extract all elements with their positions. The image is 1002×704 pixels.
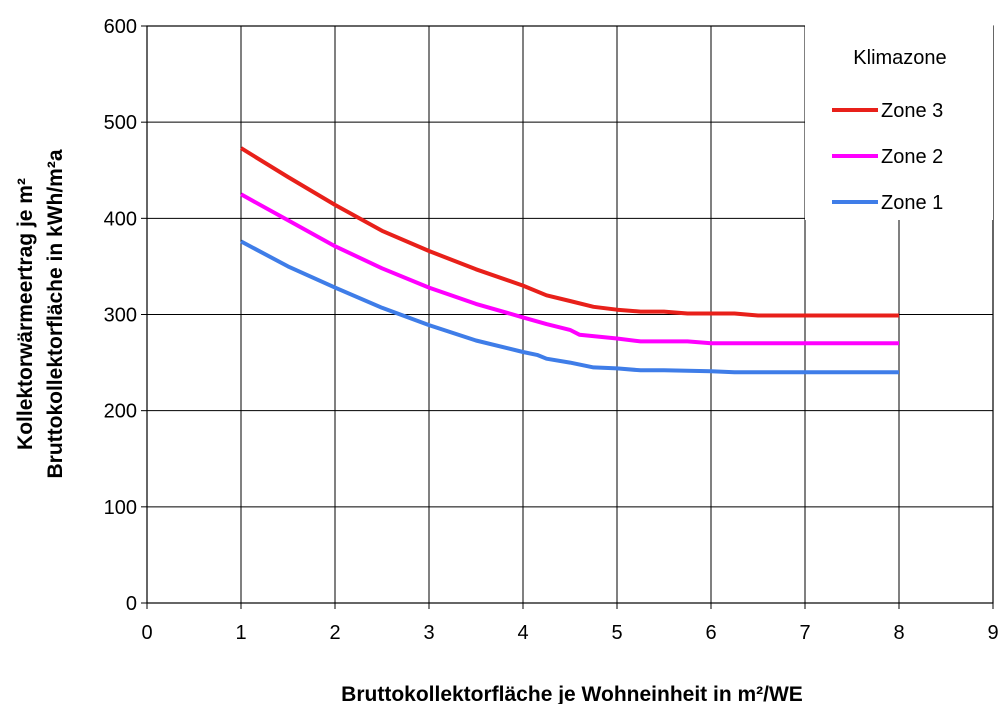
x-tick-label: 1 <box>235 622 246 644</box>
y-tick-label: 500 <box>104 112 137 134</box>
legend-title: Klimazone <box>853 47 946 69</box>
y-tick-label: 600 <box>104 16 137 38</box>
x-tick-label: 6 <box>705 622 716 644</box>
axis-ticks: 0 1 2 3 4 5 6 7 8 9 0 100 200 300 400 500 600 <box>104 16 999 644</box>
y-tick-label: 200 <box>104 401 137 423</box>
series-line-zone-3 <box>239 146 899 318</box>
series-line-zone-1 <box>240 239 899 375</box>
legend-items: Zone 3 Zone 2 Zone 1 <box>832 100 943 214</box>
x-tick-label: 5 <box>611 622 622 644</box>
legend-box <box>805 25 993 220</box>
x-tick-label: 3 <box>423 622 434 644</box>
y-tick-label: 100 <box>104 497 137 519</box>
series-lines <box>239 146 899 375</box>
legend: Klimazone Zone 3 Zone 2 Zone 1 <box>805 25 993 220</box>
y-axis-title-line-2: Bruttokollektorfläche in kWh/m²a <box>44 149 67 478</box>
legend-label: Zone 2 <box>881 146 943 168</box>
y-axis-title-line-1: Kollektorwärmeertrag je m² <box>14 178 37 450</box>
legend-label: Zone 3 <box>881 100 943 122</box>
x-tick-label: 8 <box>893 622 904 644</box>
x-tick-label: 9 <box>987 622 998 644</box>
y-tick-label: 300 <box>104 305 137 327</box>
x-tick-label: 7 <box>799 622 810 644</box>
x-tick-label: 4 <box>517 622 528 644</box>
x-axis-title: Bruttokollektorfläche je Wohneinheit in … <box>341 683 803 704</box>
legend-label: Zone 1 <box>881 192 943 214</box>
x-tick-label: 2 <box>329 622 340 644</box>
y-axis-title: Kollektorwärmeertrag je m² Bruttokollekt… <box>14 149 67 478</box>
y-tick-label: 400 <box>104 208 137 230</box>
y-tick-label: 0 <box>126 593 137 615</box>
series-line-zone-2 <box>240 192 899 346</box>
x-tick-label: 0 <box>141 622 152 644</box>
